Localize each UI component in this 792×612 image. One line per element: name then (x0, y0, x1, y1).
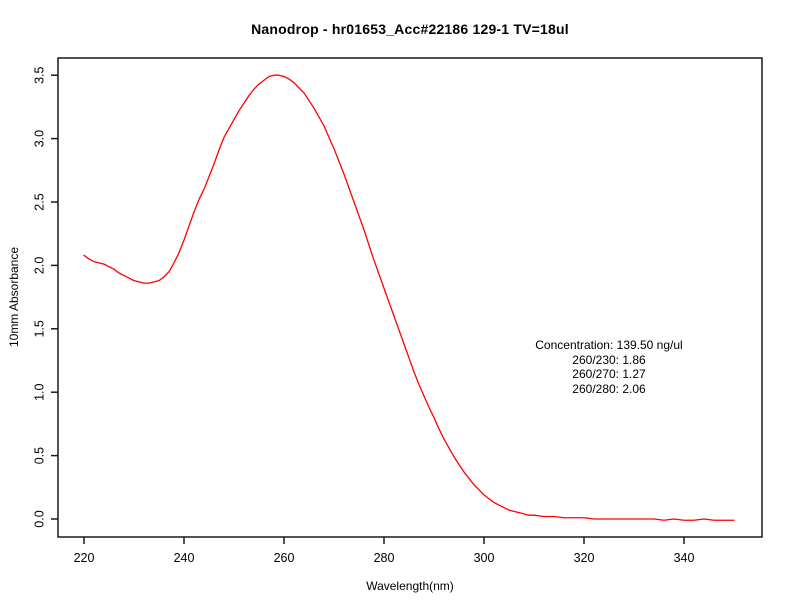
y-tick-label: 3.0 (32, 130, 46, 147)
x-tick-label: 320 (574, 551, 595, 565)
x-axis-label: Wavelength(nm) (366, 579, 454, 593)
x-tick-label: 260 (274, 551, 295, 565)
x-tick-label: 300 (474, 551, 495, 565)
y-tick-label: 0.5 (32, 447, 46, 464)
annotation-ratio-260-280: 260/280: 2.06 (572, 381, 646, 396)
annotation-ratio-260-270: 260/270: 1.27 (572, 367, 646, 382)
x-tick-label: 280 (374, 551, 395, 565)
y-tick-label: 3.5 (32, 66, 46, 83)
x-tick-label: 340 (674, 551, 695, 565)
y-tick-label: 1.0 (32, 383, 46, 400)
measurement-annotation: Concentration: 139.50 ng/ul 260/230: 1.8… (499, 338, 719, 396)
plot-box (57, 57, 763, 538)
y-tick-label: 0.0 (32, 510, 46, 527)
chart-title: Nanodrop - hr01653_Acc#22186 129-1 TV=18… (251, 21, 569, 37)
x-tick-label: 240 (174, 551, 195, 565)
annotation-ratio-260-230: 260/230: 1.86 (572, 352, 646, 367)
y-tick-label: 1.5 (32, 320, 46, 337)
y-tick-label: 2.5 (32, 193, 46, 210)
x-tick-label: 220 (74, 551, 95, 565)
y-axis-label: 10mm Absorbance (7, 246, 21, 348)
y-tick-label: 2.0 (32, 257, 46, 274)
annotation-concentration: Concentration: 139.50 ng/ul (535, 338, 683, 352)
spectrum-line (83, 74, 735, 521)
